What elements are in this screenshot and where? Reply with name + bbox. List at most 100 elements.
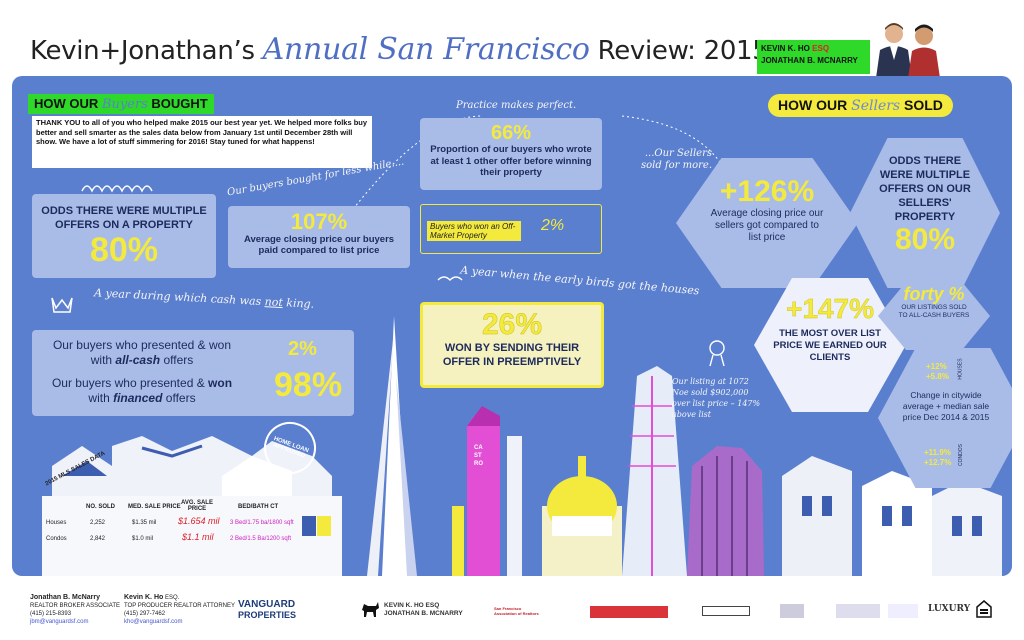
sold-more-note: ...Our Sellers sold for more. bbox=[641, 148, 712, 171]
buyers-odds-label: ODDS THERE WERE MULTIPLE OFFERS ON A PRO… bbox=[41, 205, 207, 231]
buyers-odds-card: ODDS THERE WERE MULTIPLE OFFERS ON A PRO… bbox=[32, 194, 216, 278]
mls-row-condos-bedbath: 2 Bed/1.5 Ba/1200 sqft bbox=[230, 536, 292, 542]
practice-label: Proportion of our buyers who wrote at le… bbox=[430, 144, 592, 178]
p2-title: TOP PRODUCER REALTOR ATTORNEY bbox=[124, 603, 236, 609]
cash-financed-card: Our buyers who presented & won with all-… bbox=[32, 330, 354, 416]
sellers-closing-value: +126% bbox=[719, 175, 815, 208]
agent1-suffix: ESQ bbox=[812, 44, 830, 53]
allcash-pre: Our buyers who presented & won with bbox=[52, 338, 232, 367]
offmarket-label: Buyers who won an Off-Market Property bbox=[427, 221, 521, 241]
listing-note: Our listing at 1072 Noe sold $902,000 ov… bbox=[672, 377, 761, 419]
buyers-intro: THANK YOU to all of you who helped make … bbox=[32, 116, 372, 168]
contact-kevin: Kevin K. Ho ESQ. TOP PRODUCER REALTOR AT… bbox=[124, 594, 235, 626]
mls-row-houses-bedbath: 3 Bed/1.75 ba/1800 sqft bbox=[230, 520, 294, 526]
allcash-value: 2% bbox=[288, 338, 317, 360]
financed-post: offers bbox=[162, 391, 196, 405]
skyline-illustration bbox=[42, 115, 1002, 576]
buyers-tag-pre: HOW OUR bbox=[34, 96, 102, 111]
condos-change: +11.9% +12.7% bbox=[924, 448, 951, 468]
vanguard-logo-sub: PROPERTIES bbox=[238, 610, 297, 620]
top-agent-logo bbox=[702, 606, 750, 616]
mls-row-condos-avg: $1.1 mil bbox=[182, 532, 214, 542]
agent2-name: JONATHAN B. MCNARRY bbox=[761, 56, 858, 65]
houses-label: HOUSES bbox=[957, 358, 964, 380]
mls-header-avg: AVG. SALE PRICE bbox=[181, 500, 213, 512]
infographic-panel: HOW OUR Buyers BOUGHT THANK YOU to all o… bbox=[12, 76, 1012, 576]
p1-name: Jonathan B. McNarry bbox=[30, 594, 101, 601]
sellers-tag-pre: HOW OUR bbox=[778, 97, 852, 113]
team-logo: KEVIN K. HO ESQ JONATHAN B. MCNARRY bbox=[384, 602, 463, 618]
offmarket-value: 2% bbox=[541, 217, 565, 234]
contact-jonathan: Jonathan B. McNarry REALTOR BROKER ASSOC… bbox=[30, 594, 120, 626]
sellers-odds-hex: ODDS THERE WERE MULTIPLE OFFERS ON OUR S… bbox=[850, 138, 1000, 288]
condos-label: CONDOS bbox=[957, 444, 964, 466]
mls-row-houses-avg: $1.654 mil bbox=[178, 516, 220, 526]
financed-value: 98% bbox=[274, 366, 343, 404]
buyers-tag-post: BOUGHT bbox=[147, 96, 208, 111]
practice-note: Practice makes perfect. bbox=[456, 100, 577, 111]
allcash-em: all-cash bbox=[115, 353, 161, 367]
mls-row-condos-median: $1.0 mil bbox=[132, 536, 154, 542]
mls-header-median: MED. SALE PRICE bbox=[128, 504, 181, 510]
p1-phone: (415) 215-8393 bbox=[30, 611, 72, 617]
dog-icon bbox=[362, 602, 379, 617]
allcash-label: Our buyers who presented & won with all-… bbox=[42, 338, 242, 368]
mls-header-bedbath: BED/BATH CT bbox=[238, 504, 279, 510]
sellers-odds-label: ODDS THERE WERE MULTIPLE OFFERS ON OUR S… bbox=[879, 155, 971, 223]
mls-row-condos-label: Condos bbox=[46, 536, 67, 542]
houses-change: +12% +5.8% bbox=[926, 362, 949, 382]
property-podcast-logo bbox=[590, 606, 668, 618]
overlist-label: THE MOST OVER LIST PRICE WE EARNED OUR C… bbox=[773, 328, 887, 363]
sellers-cash-value: forty % bbox=[903, 284, 965, 304]
financed-mid: with bbox=[88, 391, 114, 405]
buyers-tag-script: Buyers bbox=[101, 97, 148, 112]
practice-card: 66% Proportion of our buyers who wrote a… bbox=[420, 118, 602, 190]
condos-med-change: +12.7% bbox=[924, 458, 952, 467]
financed-em: won bbox=[208, 376, 233, 390]
agents-photo bbox=[876, 23, 940, 78]
p1-title: REALTOR BROKER ASSOCIATE bbox=[30, 603, 121, 609]
team-logo-line2: JONATHAN B. MCNARRY bbox=[384, 610, 463, 617]
houses-avg-change: +12% bbox=[926, 362, 947, 371]
mls-row-condos-sold: 2,842 bbox=[90, 536, 106, 542]
sellers-closing-label: Average closing price our sellers got co… bbox=[710, 208, 824, 243]
preemptive-value: 26% bbox=[481, 308, 543, 341]
buyers-closing-card: 107% Average closing price our buyers pa… bbox=[228, 206, 410, 268]
partner-logo-3 bbox=[888, 604, 918, 618]
title-suffix: Review: 2015 bbox=[589, 36, 769, 66]
title-script: Annual San Francisco bbox=[262, 32, 590, 67]
p2-phone: (415) 297-7462 bbox=[124, 611, 166, 617]
cash-note-post: king. bbox=[282, 296, 315, 311]
buyers-closing-value: 107% bbox=[290, 209, 348, 234]
page-title: Kevin+Jonathan’s Annual San Francisco Re… bbox=[30, 32, 769, 67]
luxury-logo: LUXURY bbox=[928, 604, 971, 614]
sellers-tag-script: Sellers bbox=[851, 98, 901, 114]
condos-avg-change: +11.9% bbox=[924, 448, 951, 457]
partner-logo-2 bbox=[836, 604, 880, 618]
p1-email[interactable]: jbm@vanguardsf.com bbox=[30, 619, 89, 625]
sfar-logo: San Francisco Association of Realtors bbox=[494, 606, 539, 616]
mls-header-sold: NO. SOLD bbox=[86, 504, 116, 510]
change-label: Change in citywide average + median sale… bbox=[902, 390, 990, 422]
mls-row-houses-sold: 2,252 bbox=[90, 520, 106, 526]
vanguard-logo: VANGUARD PROPERTIES bbox=[238, 599, 297, 621]
financed-label: Our buyers who presented & won with fina… bbox=[42, 376, 242, 406]
buyers-odds-value: 80% bbox=[89, 231, 159, 269]
sellers-cash-hex: forty % OUR LISTINGS SOLD TO ALL-CASH BU… bbox=[878, 282, 990, 350]
overlist-value: +147% bbox=[786, 293, 874, 324]
buyers-section-tag: HOW OUR Buyers BOUGHT bbox=[28, 94, 214, 114]
preemptive-label: WON BY SENDING THEIR OFFER IN PREEMPTIVE… bbox=[442, 342, 582, 368]
houses-med-change: +5.8% bbox=[926, 372, 949, 381]
footer: Jonathan B. McNarry REALTOR BROKER ASSOC… bbox=[0, 584, 1024, 640]
p2-suffix: ESQ. bbox=[164, 595, 180, 601]
mls-table: NO. SOLD MED. SALE PRICE AVG. SALE PRICE… bbox=[42, 500, 342, 570]
mls-row-houses-median: $1.35 mil bbox=[132, 520, 157, 526]
practice-value: 66% bbox=[490, 122, 532, 144]
equal-housing-icon bbox=[976, 600, 992, 618]
allcash-post: offers bbox=[160, 353, 194, 367]
p2-name: Kevin K. Ho bbox=[124, 594, 164, 601]
vanguard-logo-text: VANGUARD bbox=[238, 599, 296, 610]
financed-em2: financed bbox=[113, 391, 163, 405]
partner-logo-1 bbox=[780, 604, 804, 618]
p2-email[interactable]: kho@vanguardsf.com bbox=[124, 619, 183, 625]
